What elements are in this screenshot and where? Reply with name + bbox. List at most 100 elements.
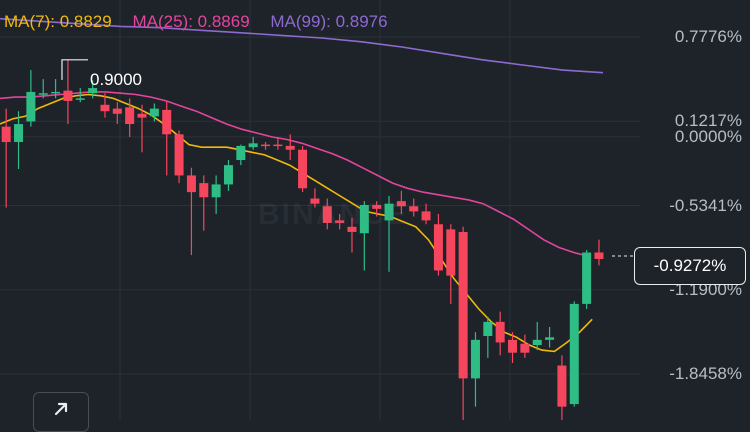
candlestick-chart bbox=[0, 0, 640, 420]
candle-body bbox=[470, 339, 480, 379]
candle bbox=[458, 226, 468, 420]
candle-body bbox=[594, 252, 604, 259]
ma-legend: MA(7): 0.8829 MA(25): 0.8869 MA(99): 0.8… bbox=[4, 12, 404, 32]
candle bbox=[211, 175, 221, 214]
arrow-up-right-icon bbox=[54, 402, 68, 416]
candle-body bbox=[149, 108, 159, 117]
candle bbox=[532, 321, 542, 351]
candle bbox=[470, 332, 480, 407]
legend-ma7: MA(7): 0.8829 bbox=[4, 12, 112, 31]
candle-body bbox=[372, 204, 382, 209]
candle-body bbox=[322, 206, 332, 223]
candle bbox=[409, 198, 419, 217]
candle-body bbox=[248, 143, 258, 148]
candle bbox=[149, 103, 159, 122]
candle-body bbox=[446, 229, 456, 276]
candle bbox=[347, 217, 357, 253]
high-marker-label: 0.9000 bbox=[90, 70, 142, 89]
candle bbox=[421, 203, 431, 225]
candle-body bbox=[335, 220, 345, 223]
candle bbox=[433, 213, 443, 276]
candle-body bbox=[186, 175, 196, 193]
candle bbox=[322, 198, 332, 230]
candle bbox=[186, 167, 196, 256]
y-tick-label: 0.0000% bbox=[674, 126, 742, 146]
candle bbox=[236, 144, 246, 166]
ma25-line bbox=[0, 91, 590, 258]
candle bbox=[310, 188, 320, 208]
candle bbox=[88, 80, 98, 99]
candle-body bbox=[421, 211, 431, 221]
candle-body bbox=[125, 107, 135, 125]
candle-body bbox=[569, 303, 579, 405]
candle-body bbox=[100, 104, 110, 112]
candle-body bbox=[236, 145, 246, 161]
candle-body bbox=[433, 224, 443, 271]
candle bbox=[14, 111, 24, 170]
candle bbox=[63, 59, 73, 125]
candle bbox=[1, 108, 11, 208]
candle-body bbox=[1, 126, 11, 143]
candle bbox=[508, 332, 518, 363]
candle bbox=[298, 145, 308, 193]
candle-body bbox=[384, 203, 394, 221]
candle-body bbox=[112, 108, 122, 114]
ma99-line bbox=[0, 17, 604, 74]
candle-body bbox=[508, 339, 518, 353]
candle bbox=[384, 195, 394, 272]
candle bbox=[582, 249, 592, 310]
expand-button[interactable] bbox=[33, 392, 89, 432]
candle-body bbox=[14, 124, 24, 143]
candle-body bbox=[285, 145, 295, 150]
candle bbox=[594, 239, 604, 266]
candle-body bbox=[532, 339, 542, 345]
candle-body bbox=[162, 109, 172, 135]
current-value-badge[interactable]: -0.9272% bbox=[634, 247, 746, 285]
candle-body bbox=[347, 226, 357, 232]
candle-body bbox=[26, 91, 36, 122]
candle-body bbox=[75, 98, 85, 100]
candle bbox=[112, 102, 122, 125]
candle bbox=[125, 98, 135, 137]
candle-body bbox=[223, 165, 233, 185]
candle bbox=[545, 327, 555, 348]
candle bbox=[396, 190, 406, 214]
candle bbox=[273, 136, 283, 150]
candle-body bbox=[495, 321, 505, 343]
candle bbox=[359, 201, 369, 271]
candle bbox=[495, 311, 505, 356]
candles bbox=[1, 59, 604, 420]
candle bbox=[199, 175, 209, 231]
candle bbox=[335, 213, 345, 230]
candle-body bbox=[38, 93, 48, 95]
y-tick-label: 0.1217% bbox=[674, 111, 742, 131]
candle bbox=[162, 100, 172, 176]
candle-body bbox=[137, 113, 147, 118]
y-tick-label: -1.8458% bbox=[669, 364, 742, 383]
candle-body bbox=[88, 88, 98, 94]
binance-watermark: BINANCE bbox=[258, 198, 409, 231]
candle-body bbox=[359, 204, 369, 234]
legend-ma99: MA(99): 0.8976 bbox=[270, 12, 388, 31]
candle-body bbox=[396, 201, 406, 207]
candle bbox=[261, 142, 271, 150]
candle bbox=[446, 224, 456, 304]
chart-overlay bbox=[61, 59, 634, 257]
candle-body bbox=[63, 90, 73, 101]
candle-body bbox=[409, 206, 419, 212]
ma7-line bbox=[0, 93, 593, 353]
candle bbox=[174, 130, 184, 184]
candle-body bbox=[458, 231, 468, 379]
candle bbox=[372, 201, 382, 217]
candle-body bbox=[211, 184, 221, 198]
candle-body bbox=[520, 343, 530, 353]
y-tick-label: 0.7776% bbox=[674, 27, 742, 46]
candle-body bbox=[174, 134, 184, 176]
moving-average-lines bbox=[0, 17, 604, 353]
legend-ma25: MA(25): 0.8869 bbox=[132, 12, 250, 31]
candle-body bbox=[261, 144, 271, 147]
high-marker-leader bbox=[61, 59, 88, 80]
candle bbox=[248, 136, 258, 150]
candle-body bbox=[545, 337, 555, 340]
candle bbox=[137, 104, 147, 153]
